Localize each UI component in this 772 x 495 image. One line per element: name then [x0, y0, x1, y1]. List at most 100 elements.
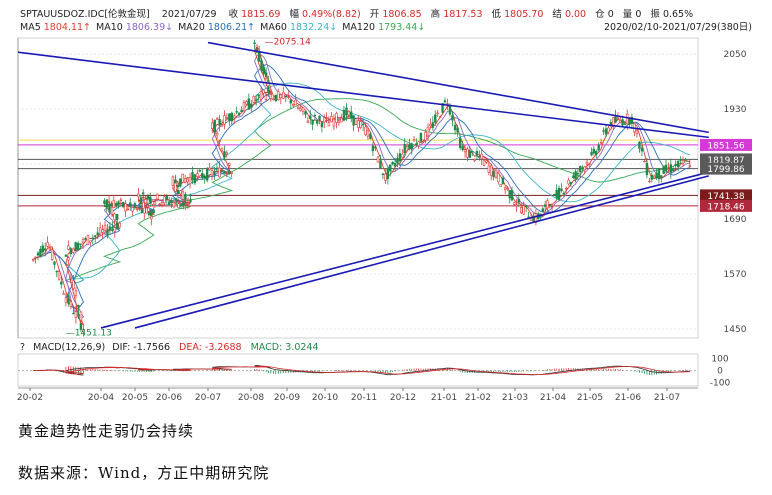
candle [517, 193, 521, 207]
candle [417, 140, 420, 149]
candle [534, 209, 538, 226]
candle [419, 132, 423, 143]
candle-body [463, 149, 467, 153]
candle [156, 193, 159, 202]
candle-body [76, 242, 80, 250]
candle-body [602, 130, 605, 132]
candle [475, 147, 479, 161]
candle [133, 201, 137, 210]
candle-body [259, 91, 263, 100]
candle-body [228, 113, 231, 121]
candle [189, 193, 192, 204]
y-tick-label: 2050 [724, 50, 747, 60]
candle [101, 224, 104, 239]
high-label: 高 [431, 8, 441, 20]
candle-body [497, 173, 500, 183]
candle-body [160, 201, 164, 206]
candle-body [186, 178, 189, 183]
candle [287, 90, 290, 100]
candle [31, 258, 35, 262]
candle-body [434, 114, 437, 123]
candle [614, 109, 617, 124]
candle-body [43, 248, 47, 251]
candle [585, 158, 589, 170]
candle-body [453, 124, 457, 131]
candle-body [607, 127, 610, 133]
candle-body [108, 226, 112, 231]
candle [461, 140, 464, 152]
candle [599, 138, 603, 146]
candle [228, 112, 231, 126]
candle-body [604, 128, 608, 135]
candle-body [560, 188, 563, 191]
macd-dif: DIF: -1.7566 [112, 342, 170, 353]
candle-body [361, 123, 365, 126]
candle [657, 168, 661, 184]
candle-body [34, 256, 37, 259]
candle-body [250, 103, 253, 108]
date-range-label: 2020/02/10-2021/07/29(380日) [604, 22, 752, 33]
candle [79, 311, 83, 323]
candle [145, 205, 148, 214]
candle [167, 196, 171, 207]
candle [142, 199, 145, 209]
amount-label: 结 [552, 8, 562, 20]
candle-body [225, 152, 229, 155]
candle-body [583, 166, 586, 171]
candle [277, 88, 280, 101]
candle-body [74, 290, 78, 297]
ma10-line [32, 53, 690, 320]
candle-body [138, 206, 141, 208]
candle [111, 221, 114, 233]
candle-body [412, 139, 416, 142]
candle [181, 188, 185, 204]
macd-tick-label: 0 [717, 367, 723, 377]
candle [431, 116, 435, 131]
candle [84, 236, 87, 242]
ma120-line [32, 98, 690, 284]
candle-body [569, 182, 573, 185]
chart-header: SPTAUUSDOZ.IDC[伦敦金现] 2021/07/29 收 1815.6… [20, 8, 752, 33]
candle-body [287, 96, 290, 98]
candle [650, 172, 654, 183]
candle [434, 110, 437, 126]
candle-body [262, 89, 265, 94]
candle-body [48, 247, 52, 250]
candle-body [590, 152, 593, 156]
candle-body [237, 112, 241, 116]
candle-body [475, 151, 479, 156]
candle-body [482, 159, 486, 166]
candle-body [274, 94, 277, 101]
candle [398, 148, 402, 166]
candle [158, 203, 161, 207]
candle-body [79, 322, 83, 330]
y-tick-label: 1690 [724, 215, 747, 225]
macd-plot: 100 0-100 [17, 353, 730, 388]
candle [557, 185, 561, 202]
candle [149, 208, 153, 218]
y-tick-label: 1450 [724, 325, 747, 335]
candle [262, 66, 266, 72]
candle [424, 128, 427, 144]
candle [284, 95, 287, 103]
candle-body [619, 120, 622, 123]
candle-body [253, 42, 256, 44]
candle-body [103, 200, 106, 204]
candle-body [269, 94, 272, 99]
candle [184, 191, 187, 205]
candle [645, 158, 649, 179]
candle-body [272, 98, 275, 100]
candle [108, 221, 112, 235]
candle [352, 115, 355, 132]
candle [140, 209, 144, 214]
candle-body [264, 95, 268, 100]
candle [264, 91, 268, 102]
candle [60, 276, 63, 289]
candle-body [347, 111, 351, 116]
candle-body [89, 240, 92, 243]
candle-body [345, 107, 348, 116]
candle-body [616, 117, 620, 120]
symbol-label: SPTAUUSDOZ.IDC[伦敦金现] [20, 8, 150, 20]
candle [220, 147, 224, 152]
candle [112, 195, 115, 208]
